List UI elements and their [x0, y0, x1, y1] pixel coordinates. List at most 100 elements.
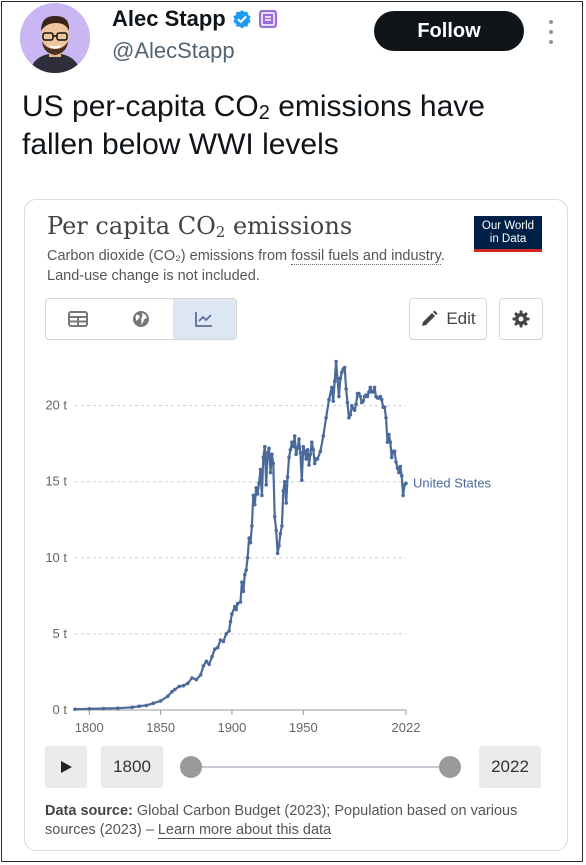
tweet-subscript: 2	[258, 102, 270, 124]
data-point	[312, 461, 317, 466]
tab-map[interactable]	[109, 299, 172, 339]
view-tabs	[45, 298, 237, 340]
data-point	[243, 572, 247, 577]
tab-table[interactable]	[46, 299, 109, 339]
data-point	[181, 683, 186, 688]
data-point	[173, 687, 177, 692]
follow-button[interactable]: Follow	[374, 11, 524, 51]
data-point	[397, 470, 401, 475]
data-point	[227, 629, 231, 633]
chart-title-part: Per capita CO	[47, 212, 216, 240]
data-point	[332, 379, 337, 384]
timeline-start-handle[interactable]	[180, 756, 202, 778]
data-point	[282, 479, 287, 484]
data-point	[304, 457, 308, 461]
data-point	[101, 706, 106, 711]
tweet-text: US per-capita CO2 emissions have fallen …	[22, 88, 562, 164]
chart-title-part: emissions	[225, 212, 353, 240]
data-point	[165, 694, 170, 699]
data-point	[230, 612, 234, 616]
data-point	[290, 440, 294, 444]
x-tick-label: 1800	[75, 720, 104, 735]
data-source-text: Global Carbon Budget (2023); Population …	[45, 803, 518, 838]
play-button[interactable]	[45, 746, 87, 788]
data-point	[241, 589, 246, 594]
data-point	[354, 402, 358, 406]
owid-logo[interactable]: Our World in Data	[474, 216, 542, 252]
data-point	[371, 390, 376, 394]
data-point	[368, 385, 373, 390]
display-name-text[interactable]: Alec Stapp	[112, 6, 226, 31]
table-icon	[67, 311, 88, 327]
data-point	[261, 455, 266, 460]
data-point	[372, 385, 377, 390]
data-point	[398, 464, 403, 469]
start-year-box[interactable]: 1800	[101, 746, 163, 788]
data-point	[311, 448, 316, 452]
data-point	[334, 359, 338, 364]
data-point	[401, 493, 405, 498]
data-point	[340, 370, 344, 374]
more-icon[interactable]	[544, 20, 558, 44]
data-point	[244, 568, 248, 572]
data-point	[274, 528, 278, 533]
data-point	[258, 467, 263, 472]
data-point	[365, 394, 370, 399]
y-tick-label: 5 t	[53, 626, 68, 641]
data-point	[399, 473, 404, 478]
x-tick-label: 2022	[392, 720, 421, 735]
data-point	[345, 400, 350, 405]
data-point	[327, 397, 331, 402]
data-point	[265, 451, 270, 455]
data-point	[342, 365, 347, 370]
display-name[interactable]: Alec Stapp	[112, 6, 278, 32]
user-handle[interactable]: @AlecStapp	[112, 38, 235, 63]
chart-subtitle: Carbon dioxide (CO₂) emissions from foss…	[47, 246, 467, 286]
y-tick-label: 0 t	[53, 702, 68, 717]
data-point	[235, 601, 240, 606]
settings-button[interactable]	[499, 298, 543, 340]
data-point	[361, 399, 366, 403]
data-point	[335, 376, 340, 381]
data-point	[263, 444, 267, 449]
tab-chart[interactable]	[172, 299, 236, 339]
chart-subtitle-part: . Land-use change is not included.	[47, 248, 445, 284]
timeline-end-handle[interactable]	[439, 756, 461, 778]
data-point	[284, 501, 289, 505]
data-point	[248, 540, 253, 545]
data-point	[257, 481, 261, 486]
learn-more-link[interactable]: Learn more about this data	[157, 822, 332, 839]
data-point	[277, 543, 281, 548]
data-point	[300, 478, 304, 482]
x-tick-label: 1850	[146, 720, 175, 735]
data-point	[350, 403, 354, 408]
data-point	[291, 444, 296, 449]
data-point	[288, 448, 293, 452]
timeline-track[interactable]	[191, 766, 451, 768]
data-point	[367, 390, 371, 394]
data-point	[378, 394, 383, 399]
series-line-united-states	[74, 360, 407, 711]
data-point	[318, 449, 323, 454]
affiliate-badge-icon	[258, 10, 277, 28]
data-point	[250, 524, 254, 528]
edit-button[interactable]: Edit	[409, 298, 487, 340]
x-tick-label: 1900	[217, 720, 246, 735]
data-point	[347, 416, 351, 420]
play-icon	[61, 761, 72, 773]
chart-card[interactable]: Per capita CO2 emissions Carbon dioxide …	[24, 199, 568, 851]
emissions-chart[interactable]: 0 t 5 t 10 t 15 t 20 t 1800 1850 1900 1950 2022 Un…	[25, 350, 567, 740]
avatar[interactable]	[20, 3, 90, 73]
data-point	[297, 437, 301, 441]
data-point	[267, 446, 271, 451]
data-point	[348, 413, 353, 417]
y-tick-label: 15 t	[45, 474, 67, 489]
data-point	[253, 502, 257, 507]
end-year-box[interactable]: 2022	[479, 746, 541, 788]
tweet-text-part: emissions have fallen below WWI levels	[22, 90, 485, 161]
chart-subtitle-link[interactable]: fossil fuels and industry	[291, 248, 441, 265]
data-point	[352, 408, 357, 412]
owid-logo-line: in Data	[489, 232, 527, 245]
data-point	[298, 451, 303, 455]
